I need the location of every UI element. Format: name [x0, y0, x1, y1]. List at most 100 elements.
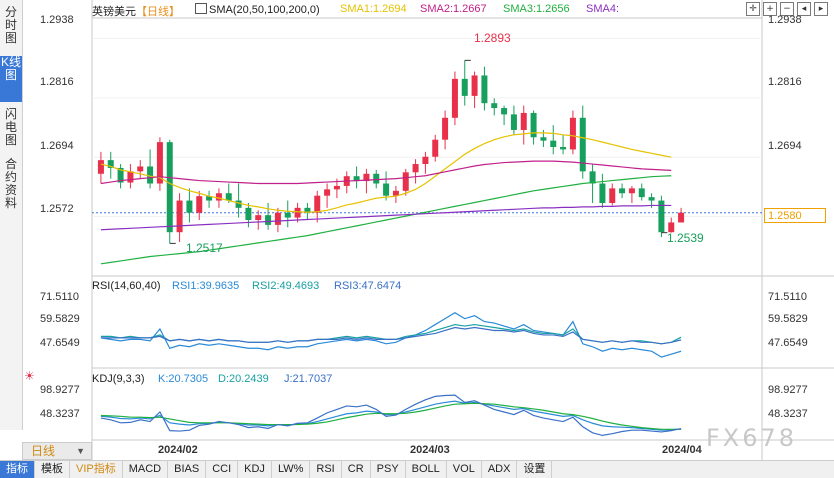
- low-annotation-1: 1.2517: [186, 241, 223, 255]
- candle-body: [678, 212, 685, 223]
- tab-contract[interactable]: 合约资料: [4, 157, 17, 210]
- candle-body: [491, 103, 498, 109]
- candle-body: [481, 75, 488, 104]
- candle-body: [235, 200, 242, 208]
- price-tick-left: 1.2816: [40, 76, 74, 88]
- price-tick-left: 1.2572: [40, 203, 74, 215]
- kdj-k-line: [100, 400, 682, 431]
- symbol-name: 英镑美元: [92, 6, 136, 18]
- candle-body: [265, 215, 272, 225]
- indicator-tab[interactable]: RSI: [310, 461, 342, 478]
- sma4-value: SMA4:: [586, 3, 620, 15]
- kdj-d-line: [100, 402, 682, 430]
- candle-body: [648, 197, 655, 201]
- candle-body: [530, 112, 537, 138]
- candle-body: [628, 188, 635, 194]
- chart-canvas[interactable]: [0, 0, 834, 460]
- sma1-value: SMA1:1.2694: [340, 3, 407, 15]
- candle-body: [619, 188, 626, 194]
- zoom-in-icon[interactable]: +: [763, 2, 777, 16]
- sma3-line: [100, 175, 672, 265]
- kdj-title: KDJ(9,3,3): [92, 373, 145, 385]
- candle-body: [255, 215, 262, 221]
- sun-icon[interactable]: ☀: [24, 369, 35, 383]
- candle-body: [422, 156, 429, 165]
- tab-flash[interactable]: 闪电图: [4, 107, 17, 147]
- chevron-down-icon: ▼: [76, 446, 85, 456]
- candle-body: [97, 160, 104, 174]
- indicator-tab[interactable]: CCI: [206, 461, 239, 478]
- rsi2-value: RSI2:49.4693: [252, 280, 320, 292]
- candle-body: [304, 207, 311, 213]
- candle-body: [658, 200, 665, 233]
- symbol-title: 英镑美元【日线】: [92, 3, 180, 19]
- sma3-value: SMA3:1.2656: [503, 3, 570, 15]
- kdj-j-line: [100, 394, 682, 437]
- candle-body: [294, 207, 301, 218]
- candle-body: [284, 212, 291, 218]
- indicator-tab[interactable]: 指标: [0, 461, 35, 478]
- arrow-left-icon[interactable]: ◂: [797, 2, 811, 16]
- indicator-tab[interactable]: BIAS: [168, 461, 207, 478]
- candle-body: [432, 139, 439, 157]
- indicator-tab[interactable]: KDJ: [238, 461, 272, 478]
- sma-indicator: SMA(20,50,100,200,0): [195, 3, 320, 16]
- indicator-tab[interactable]: CR: [342, 461, 371, 478]
- zoom-out-icon[interactable]: −: [780, 2, 794, 16]
- sma2-line: [100, 160, 672, 185]
- candle-body: [589, 171, 596, 184]
- indicator-tab[interactable]: BOLL: [406, 461, 447, 478]
- candle-body: [579, 117, 586, 172]
- candle-body: [668, 222, 675, 233]
- tab-kline[interactable]: K线图: [0, 56, 22, 102]
- candle-body: [314, 195, 321, 213]
- candle-body: [166, 142, 173, 233]
- candle-body: [520, 112, 527, 130]
- sma-title: SMA(20,50,100,200,0): [209, 4, 320, 16]
- candle-body: [147, 166, 154, 184]
- candle-body: [560, 147, 567, 150]
- kdj-d-value: D:20.2439: [218, 373, 269, 385]
- sma1-line: [100, 132, 672, 213]
- indicator-tab[interactable]: MACD: [123, 461, 169, 478]
- rsi-tick-right: 59.5829: [768, 313, 808, 325]
- period-label: 日线: [31, 444, 56, 458]
- candle-body: [117, 167, 124, 183]
- candle-body: [196, 196, 203, 213]
- indicator-tab[interactable]: VOL: [447, 461, 482, 478]
- candle-body: [510, 114, 517, 130]
- sma2-value: SMA2:1.2667: [420, 3, 487, 15]
- indicator-tab[interactable]: PSY: [371, 461, 406, 478]
- candle-body: [127, 171, 134, 183]
- candle-body: [225, 193, 232, 201]
- candle-body: [501, 108, 508, 115]
- kdj-k-value: K:20.7305: [158, 373, 209, 385]
- rsi-tick-left: 71.5110: [40, 291, 79, 303]
- arrow-right-icon[interactable]: ▸: [814, 2, 828, 16]
- rsi1-value: RSI1:39.9635: [172, 280, 240, 292]
- candle-body: [540, 137, 547, 141]
- crosshair-icon[interactable]: ✛: [746, 2, 760, 16]
- candle-body: [107, 160, 114, 168]
- indicator-tab[interactable]: ADX: [482, 461, 518, 478]
- rsi3-value: RSI3:47.6474: [334, 280, 402, 292]
- indicator-tab[interactable]: 模板: [35, 461, 70, 478]
- rsi-tick-right: 71.5110: [768, 291, 807, 303]
- date-tick: 2024/04: [662, 444, 702, 456]
- watermark: FX678: [706, 424, 798, 452]
- rsi-tick-left: 59.5829: [40, 313, 80, 325]
- date-tick: 2024/03: [410, 444, 450, 456]
- chart-type-icon: [195, 3, 207, 14]
- candle-body: [461, 78, 468, 96]
- indicator-tab[interactable]: LW%: [272, 461, 311, 478]
- candle-body: [245, 207, 252, 221]
- indicator-tab[interactable]: VIP指标: [70, 461, 123, 478]
- period-button[interactable]: 日线 ▼: [22, 442, 92, 460]
- rsi-tick-left: 47.6549: [40, 337, 80, 349]
- tab-timeshare[interactable]: 分时图: [4, 5, 17, 45]
- candle-body: [215, 193, 222, 201]
- period-tag: 【日线】: [136, 6, 180, 18]
- candle-body: [402, 172, 409, 191]
- candle-body: [156, 142, 163, 184]
- indicator-tab[interactable]: 设置: [517, 461, 553, 478]
